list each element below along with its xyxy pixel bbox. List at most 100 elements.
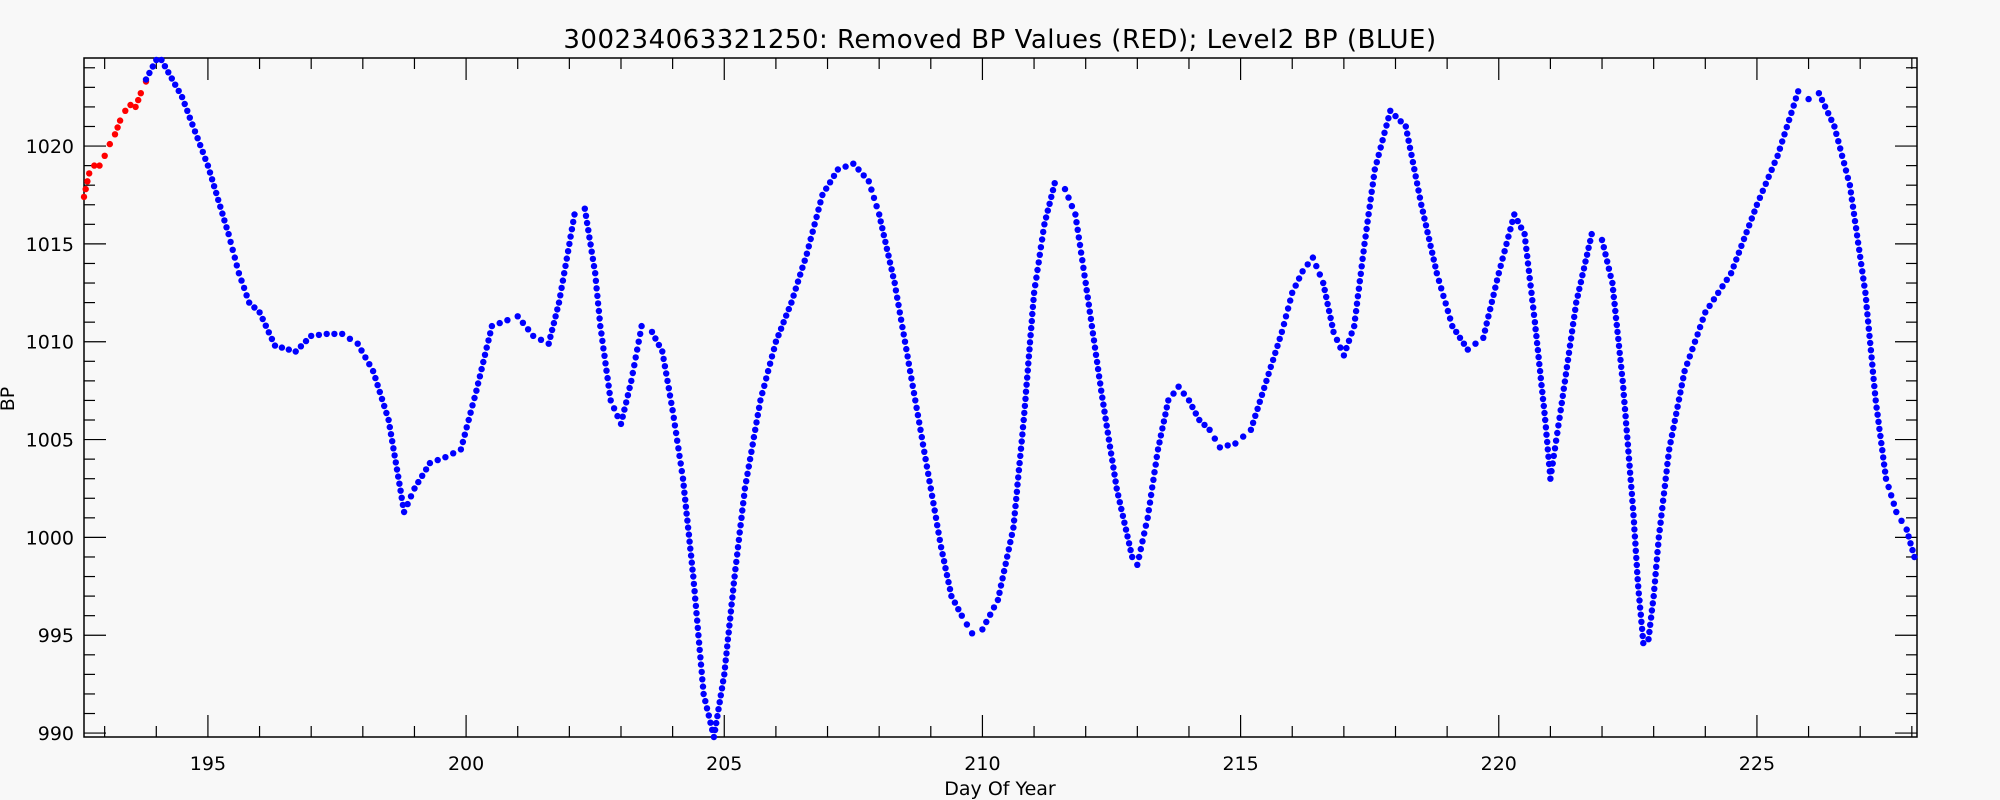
data-point [1681,367,1688,375]
data-point [601,352,608,359]
data-point [1888,492,1895,499]
data-point [1630,519,1638,526]
data-point [1170,390,1177,397]
data-point [1651,578,1659,585]
data-point [1020,416,1027,424]
data-point [555,299,563,306]
data-point [265,329,272,336]
data-point [1535,353,1542,361]
data-point [694,617,701,624]
data-point [1572,306,1579,313]
data-point [1129,553,1136,561]
data-point [1035,259,1042,266]
data-point [696,646,703,654]
data-point [693,610,700,617]
data-point [1025,360,1032,367]
data-point [223,224,230,231]
data-point [1022,388,1030,395]
data-point [629,369,636,377]
data-point [1684,360,1691,367]
data-point [901,338,909,345]
data-point [1413,180,1421,187]
data-point [1613,321,1621,329]
data-point [934,522,941,529]
data-point [684,517,691,524]
data-point [1615,335,1622,343]
data-point [683,510,690,517]
data-point [1027,332,1034,339]
data-point [1877,432,1884,440]
data-point [1090,337,1098,344]
data-point [1017,445,1025,452]
data-point [1706,302,1713,310]
data-point [1639,632,1646,640]
data-point [1674,403,1681,410]
data-point [1337,344,1344,351]
data-point [716,699,723,706]
data-point [1340,352,1348,359]
data-point [735,536,743,544]
data-point [1503,240,1510,248]
data-point [815,206,822,213]
data-point [404,500,411,508]
data-point [1727,270,1735,277]
plot-border [83,57,1918,738]
data-point [411,485,418,492]
data-point [1379,137,1386,144]
data-point [740,492,748,499]
data-point [655,341,663,349]
data-point [997,582,1005,589]
data-point [256,309,263,316]
data-point [1249,419,1257,426]
data-point [1627,476,1634,483]
data-point [1276,335,1283,343]
data-point [803,250,811,257]
data-point [1751,208,1758,215]
data-point [231,254,238,261]
data-point [905,360,912,367]
data-point [1163,404,1171,411]
data-point [1029,310,1036,318]
data-point [914,411,922,419]
data-point [1033,274,1040,281]
data-point [199,148,206,156]
data-point [1533,339,1541,347]
data-point [1622,420,1630,427]
data-point [895,301,902,309]
data-point [1774,152,1781,159]
data-point [1715,289,1722,296]
data-point [1847,189,1855,196]
data-point [1735,249,1743,256]
data-point [711,726,719,734]
data-point [682,503,690,510]
data-point [755,404,763,411]
data-point [1636,597,1643,604]
data-point [913,404,920,411]
data-point [663,370,670,377]
data-point [903,345,910,353]
data-point [918,433,925,441]
data-point [685,531,693,538]
data-point [233,262,240,269]
data-point [1691,338,1699,345]
data-point [1846,182,1854,189]
data-point [1541,409,1548,417]
data-point [1330,328,1337,336]
data-point [1831,123,1838,130]
data-point [1152,461,1159,468]
data-point [882,238,889,246]
data-point [1746,222,1753,229]
data-point [400,508,408,516]
data-point [725,629,732,636]
data-point [1375,151,1382,159]
data-point [675,445,682,452]
data-point [1254,405,1261,412]
data-point [1511,211,1518,218]
data-point [607,397,614,404]
data-point [1667,439,1674,446]
data-point [1656,526,1663,534]
data-point [566,240,573,248]
data-point [1533,332,1540,340]
data-point [229,246,236,253]
data-point [1415,187,1422,194]
